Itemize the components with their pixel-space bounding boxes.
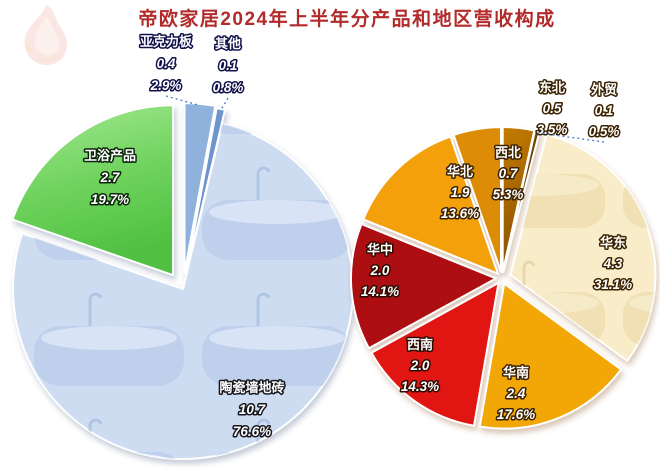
pie-slice-label: 华东 4.3 31.1%	[592, 234, 633, 294]
chart-title: 帝欧家居2024年上半年分产品和地区营收构成	[138, 9, 556, 30]
slice-percent-label: 0.5%	[589, 124, 620, 139]
slice-name-label: 华东	[600, 235, 626, 250]
slice-name-label: 西南	[407, 337, 433, 352]
slice-name-label: 其他	[215, 36, 241, 51]
slice-percent-label: 17.6%	[497, 407, 535, 422]
slice-value-label: 0.4	[157, 56, 176, 71]
slice-labels-layer: 亚克力板 0.4 2.9% 其他 0.1 0.8% 陶瓷墙地砖 10.7 76.6% 卫浴产品 2.…	[82, 33, 633, 441]
pie-slice-label: 华北 1.9 13.6%	[439, 163, 480, 223]
slice-name-label: 东北	[539, 80, 565, 95]
label-leader-line	[536, 131, 605, 143]
slice-name-label: 华北	[447, 164, 473, 179]
slice-name-label: 外贸	[590, 82, 617, 97]
slice-percent-label: 13.6%	[441, 206, 479, 221]
pie-slice-label: 华中 2.0 14.1%	[359, 241, 400, 301]
slice-percent-label: 14.1%	[361, 284, 399, 299]
slice-value-label: 4.3	[603, 256, 623, 271]
pie-slice	[11, 104, 175, 277]
slice-name-label: 亚克力板	[140, 34, 193, 49]
slice-percent-label: 2.9%	[150, 78, 182, 93]
slice-name-label: 陶瓷墙地砖	[219, 380, 284, 395]
slice-value-label: 10.7	[239, 402, 267, 417]
pie-slice-label: 西北 0.7 5.3%	[491, 144, 525, 204]
label-leader-line	[165, 95, 200, 107]
pie-slice-pattern	[12, 123, 353, 460]
slice-value-label: 1.9	[451, 185, 470, 200]
flame-logo-watermark-icon	[24, 5, 68, 66]
slice-value-label: 0.7	[499, 166, 519, 181]
slice-value-label: 2.0	[370, 263, 390, 278]
slice-value-label: 2.4	[506, 386, 526, 401]
slice-percent-label: 5.3%	[493, 187, 524, 202]
slice-percent-label: 3.5%	[537, 122, 568, 137]
slice-name-label: 卫浴产品	[84, 148, 136, 163]
slice-name-label: 华中	[367, 242, 393, 257]
slice-name-label: 西北	[495, 145, 521, 160]
pie-slice-label: 西南 2.0 14.3%	[399, 336, 440, 396]
pie-slice-pattern	[510, 134, 656, 361]
pie-slice	[183, 102, 217, 275]
pie-slice	[350, 223, 497, 350]
slice-percent-label: 31.1%	[594, 277, 632, 292]
revenue-by-product	[11, 102, 354, 461]
pie-slice-label: 卫浴产品 2.7 19.7%	[82, 147, 137, 209]
slice-value-label: 2.0	[410, 358, 430, 373]
revenue-by-region	[350, 126, 657, 430]
pie-slice-label: 亚克力板 0.4 2.9%	[138, 33, 194, 95]
pie-slice-label: 其他 0.1 0.8%	[211, 35, 245, 97]
pie-slice	[478, 282, 622, 430]
pie-slice	[452, 126, 502, 274]
slice-percent-label: 0.8%	[213, 80, 244, 95]
slice-name-label: 华南	[503, 365, 529, 380]
pie-slice-label: 陶瓷墙地砖 10.7 76.6%	[218, 379, 286, 441]
slice-value-label: 0.1	[595, 103, 614, 118]
slice-value-label: 0.5	[543, 101, 562, 116]
slice-value-label: 0.1	[219, 58, 238, 73]
pie-slice-label: 外贸 0.1 0.5%	[587, 81, 621, 141]
slice-percent-label: 76.6%	[233, 424, 271, 439]
slice-percent-label: 19.7%	[91, 192, 129, 207]
pie-slice-label: 华南 2.4 17.6%	[495, 364, 536, 424]
pie-slice	[370, 281, 500, 427]
pie-slice-label: 东北 0.5 3.5%	[535, 79, 569, 139]
pie-slice	[362, 135, 499, 275]
pie-slice	[502, 129, 541, 274]
slice-value-label: 2.7	[100, 170, 121, 185]
slice-percent-label: 14.3%	[401, 379, 439, 394]
